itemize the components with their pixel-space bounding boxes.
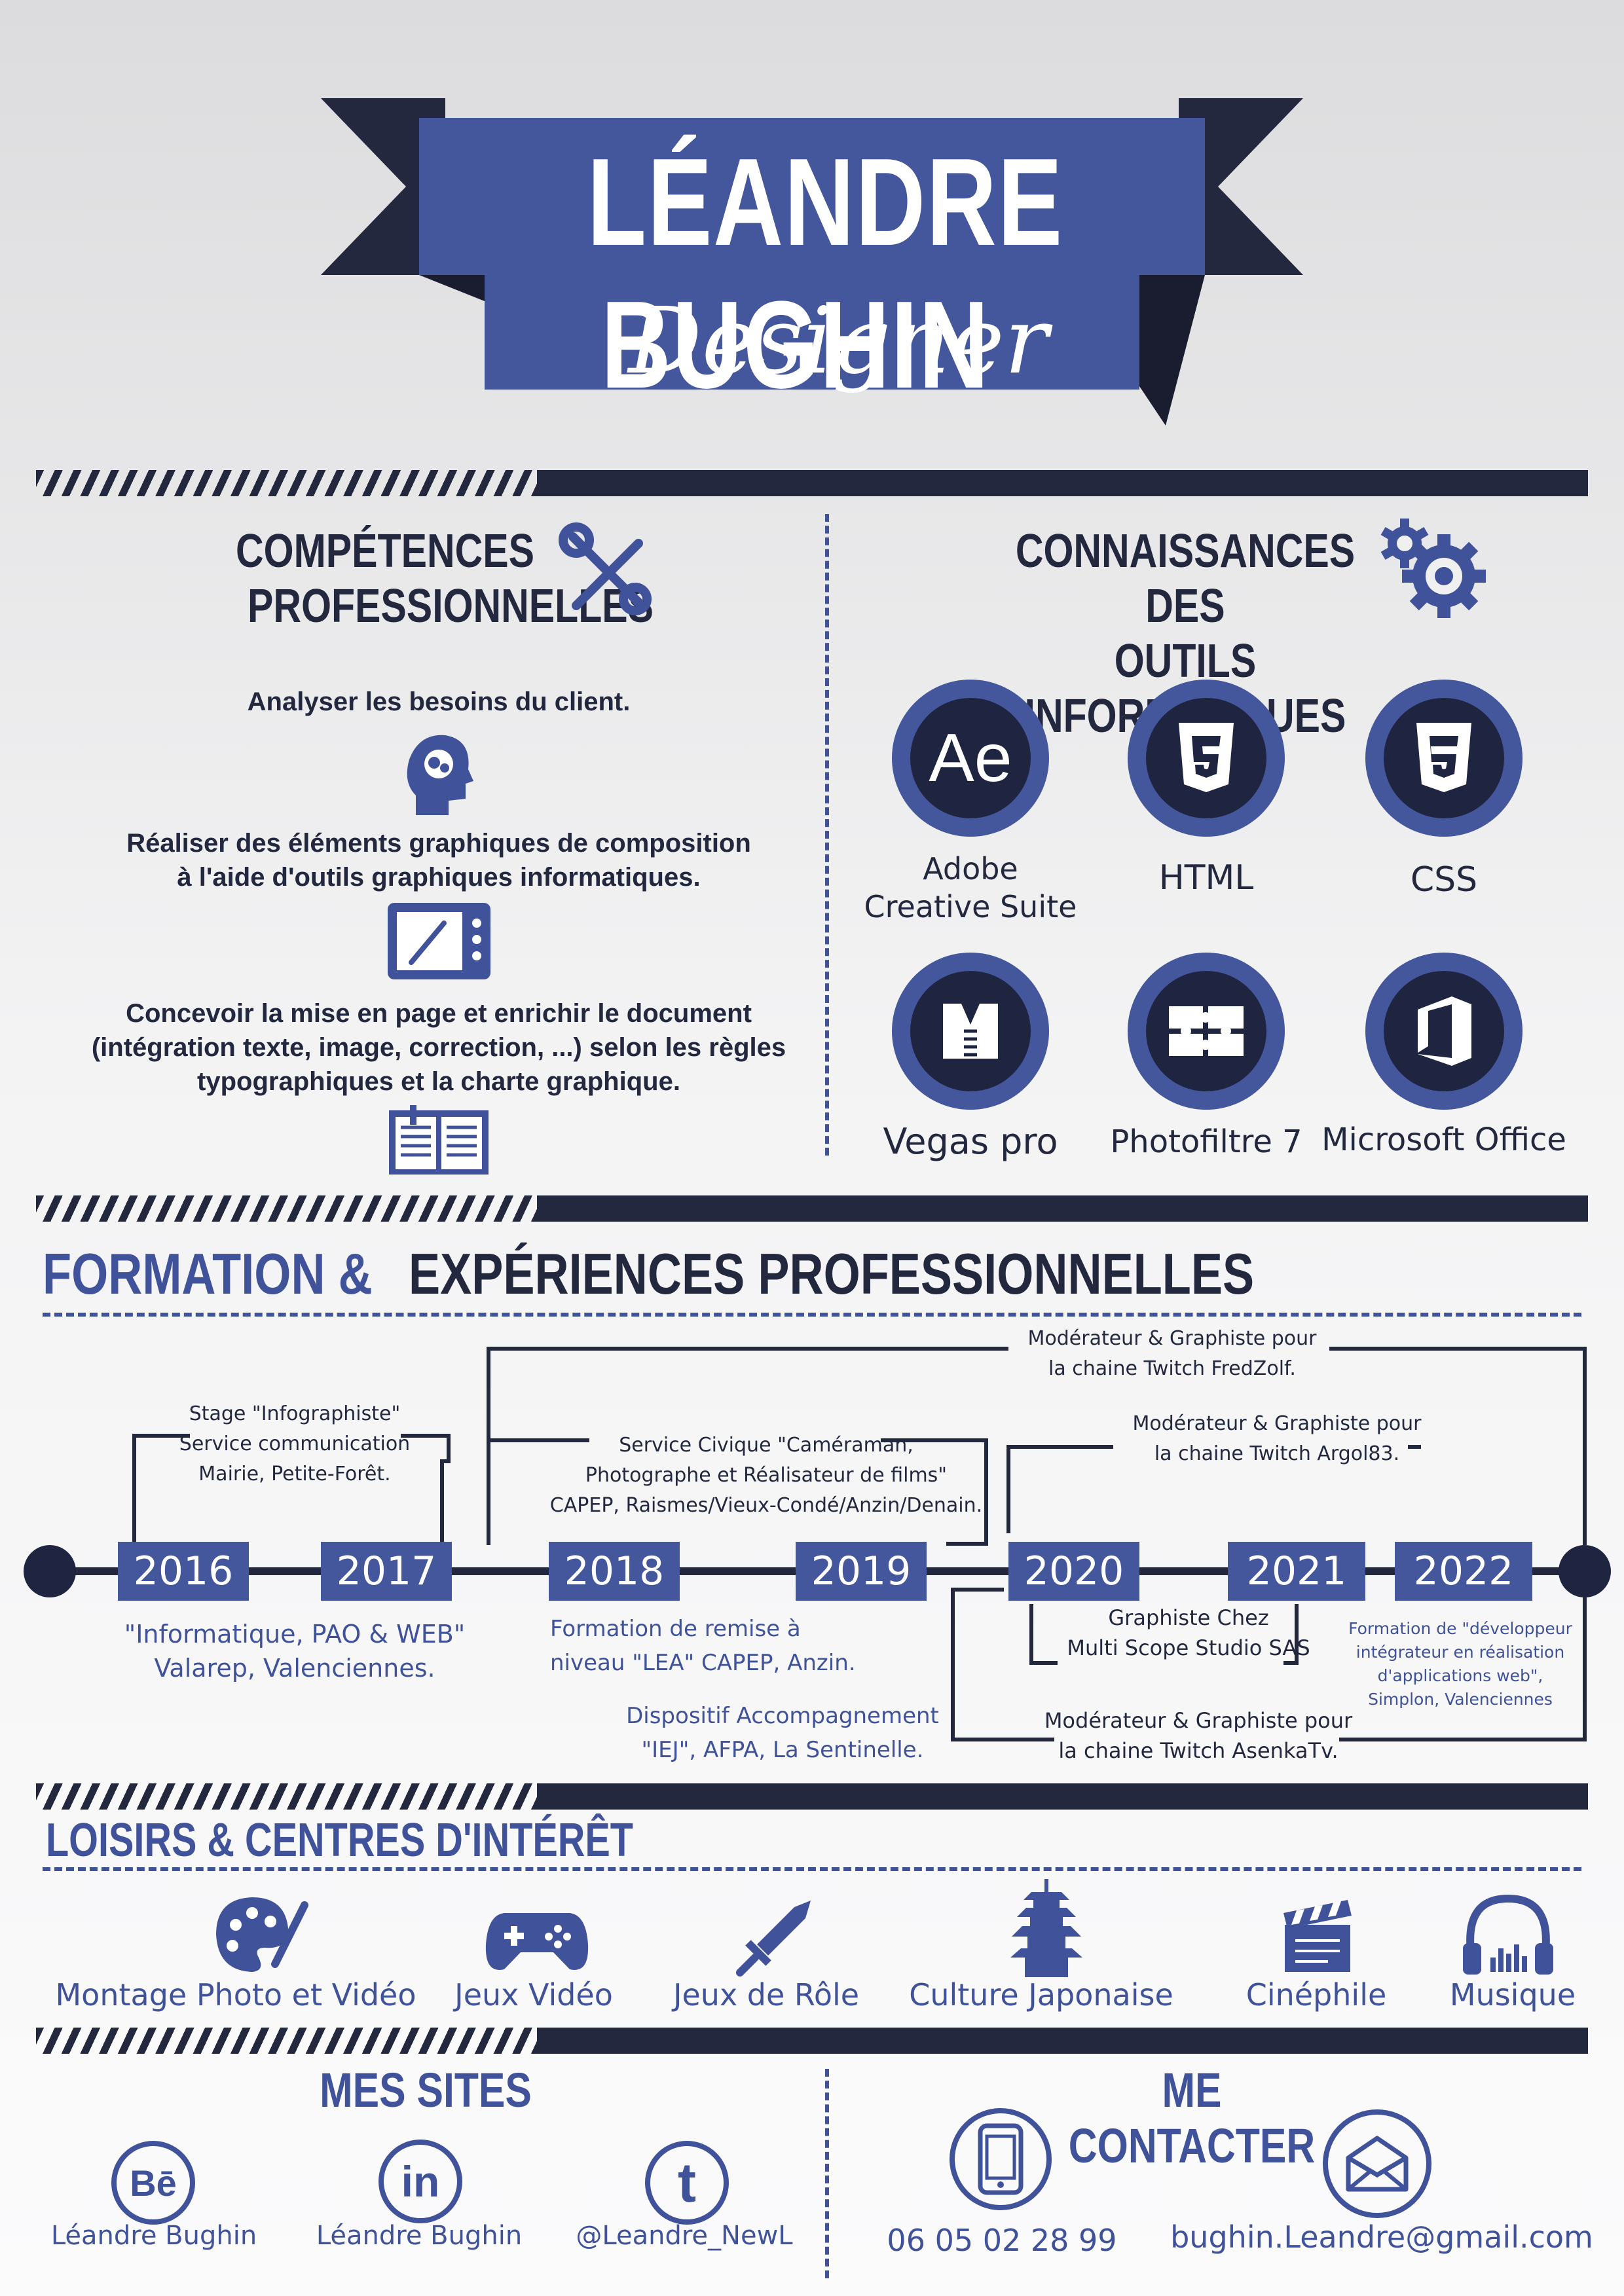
mail-circle bbox=[1323, 2109, 1431, 2218]
divider-hatch bbox=[36, 470, 560, 496]
timeline-end-dot bbox=[1559, 1545, 1611, 1597]
year-2021: 2021 bbox=[1228, 1542, 1365, 1601]
phone-number[interactable]: 06 05 02 28 99 bbox=[887, 2223, 1117, 2258]
divider-bar bbox=[537, 470, 1588, 496]
twitter-link[interactable]: t bbox=[645, 2141, 729, 2225]
year-2019: 2019 bbox=[796, 1542, 927, 1601]
section-underline bbox=[43, 1867, 1581, 1871]
tool-label-office: Microsoft Office bbox=[1321, 1121, 1566, 1158]
sites-title: MES SITES bbox=[320, 2063, 532, 2117]
pagoda-icon bbox=[1010, 1879, 1082, 1980]
timeline-connectors bbox=[132, 1347, 1587, 1741]
column-divider bbox=[825, 2069, 829, 2278]
divider-bar bbox=[537, 1195, 1588, 1222]
css3-icon bbox=[1416, 723, 1471, 792]
hobbies-title: LOISIRS & CENTRES D'INTÉRÊT bbox=[46, 1814, 633, 1867]
graphiste-multiscope: Graphiste Chez Multi Scope Studio SAS bbox=[1067, 1605, 1310, 1660]
year-2017: 2017 bbox=[321, 1542, 452, 1601]
linkedin-link[interactable]: in bbox=[378, 2140, 462, 2223]
adobe-ae-icon: Ae bbox=[929, 720, 1012, 796]
linkedin-label[interactable]: Léandre Bughin bbox=[316, 2221, 523, 2251]
skill-3: Concevoir la mise en page et enrichir le… bbox=[91, 999, 786, 1096]
palette-icon bbox=[213, 1892, 311, 1980]
last-name: BUGHIN bbox=[601, 276, 990, 414]
vegas-icon bbox=[943, 1004, 998, 1059]
divider-hatch bbox=[36, 1783, 560, 1810]
phone-icon bbox=[978, 2123, 1024, 2195]
year-2016: 2016 bbox=[118, 1542, 249, 1601]
tools-cross-icon bbox=[557, 520, 655, 621]
gears-icon bbox=[1378, 514, 1490, 628]
tool-label-html: HTML bbox=[1158, 858, 1254, 898]
first-name: LÉANDRE bbox=[587, 133, 1063, 272]
brain-icon bbox=[403, 730, 475, 824]
email-address[interactable]: bughin.Leandre@gmail.com bbox=[1170, 2219, 1593, 2255]
formation-valarep: "Informatique, PAO & WEB" Valarep, Valen… bbox=[124, 1620, 466, 1683]
hobby-culture: Culture Japonaise bbox=[909, 1977, 1173, 2013]
skill-1: Analyser les besoins du client. bbox=[247, 687, 631, 716]
service-civique: Service Civique "Caméraman, Photographe … bbox=[549, 1434, 983, 1517]
hobby-montage: Montage Photo et Vidéo bbox=[55, 1977, 416, 2013]
twitch-fredzolf: Modérateur & Graphiste pour la chaine Tw… bbox=[1027, 1327, 1317, 1380]
office-tool-circle bbox=[1365, 953, 1522, 1110]
role-title: Designer bbox=[628, 288, 1048, 395]
behance-label[interactable]: Léandre Bughin bbox=[50, 2221, 257, 2251]
divider-hatch bbox=[36, 1195, 560, 1222]
banner-shape bbox=[321, 98, 1303, 426]
adobe-tool-circle: Ae bbox=[892, 680, 1049, 837]
behance-link[interactable]: Bē bbox=[111, 2141, 195, 2225]
photofiltre-tool-circle bbox=[1128, 953, 1285, 1110]
vegas-tool-circle bbox=[892, 953, 1049, 1110]
contact-title: ME CONTACTER bbox=[1068, 2063, 1316, 2173]
divider-bar bbox=[537, 2028, 1588, 2054]
tool-label-adobe: Adobe Creative Suite bbox=[864, 851, 1077, 924]
section-underline bbox=[43, 1313, 1581, 1317]
sword-icon bbox=[732, 1895, 817, 1983]
graphic-tablet-icon bbox=[385, 900, 493, 985]
puzzle-icon bbox=[1169, 1006, 1244, 1056]
experience-title: FORMATION & EXPÉRIENCES PROFESSIONNELLES bbox=[43, 1241, 1255, 1306]
hobby-musique: Musique bbox=[1449, 1977, 1576, 2013]
twitter-icon: t bbox=[678, 2151, 696, 2214]
column-divider bbox=[825, 514, 829, 1156]
tool-label-photofiltre: Photofiltre 7 bbox=[1110, 1123, 1302, 1160]
timeline-start-dot bbox=[24, 1545, 76, 1597]
hobby-cinephile: Cinéphile bbox=[1246, 1977, 1387, 2013]
headphones-icon bbox=[1459, 1892, 1557, 1980]
year-2018: 2018 bbox=[549, 1542, 680, 1601]
name-title: LÉANDRE BUGHIN bbox=[419, 131, 1231, 416]
office-icon bbox=[1418, 996, 1471, 1066]
open-book-icon bbox=[386, 1105, 491, 1180]
hobby-jeux-video: Jeux Vidéo bbox=[454, 1977, 613, 2013]
linkedin-icon: in bbox=[401, 2157, 440, 2206]
year-2020: 2020 bbox=[1008, 1542, 1139, 1601]
hobby-jeux-role: Jeux de Rôle bbox=[673, 1977, 860, 2013]
header-banner bbox=[314, 98, 1310, 426]
skills-title: COMPÉTENCES PROFESSIONNELLES bbox=[236, 525, 654, 632]
twitch-asenka: Modérateur & Graphiste pour la chaine Tw… bbox=[1044, 1708, 1353, 1763]
phone-circle bbox=[950, 2108, 1052, 2210]
dispositif-iej: Dispositif Accompagnement "IEJ", AFPA, L… bbox=[626, 1703, 939, 1763]
twitch-argol: Modérateur & Graphiste pour la chaine Tw… bbox=[1132, 1412, 1422, 1465]
twitter-label[interactable]: @Leandre_NewL bbox=[576, 2221, 793, 2251]
css-tool-circle bbox=[1365, 680, 1522, 837]
divider-bar bbox=[537, 1783, 1588, 1810]
tool-label-vegas: Vegas pro bbox=[883, 1121, 1058, 1162]
clapperboard-icon bbox=[1282, 1899, 1354, 1977]
mail-icon bbox=[1346, 2136, 1409, 2192]
html-tool-circle bbox=[1128, 680, 1285, 837]
stage-infographiste: Stage "Infographiste" Service communicat… bbox=[179, 1402, 411, 1485]
html5-icon bbox=[1179, 723, 1234, 792]
tool-label-css: CSS bbox=[1410, 860, 1478, 900]
behance-icon: Bē bbox=[130, 2162, 177, 2204]
formation-lea: Formation de remise à niveau "LEA" CAPEP… bbox=[550, 1616, 856, 1676]
skill-2: Réaliser des éléments graphiques de comp… bbox=[126, 829, 751, 892]
formation-simplon: Formation de "développeur intégrateur en… bbox=[1348, 1619, 1572, 1709]
year-2022: 2022 bbox=[1395, 1542, 1532, 1601]
gamepad-icon bbox=[485, 1905, 589, 1980]
divider-hatch bbox=[36, 2028, 560, 2054]
